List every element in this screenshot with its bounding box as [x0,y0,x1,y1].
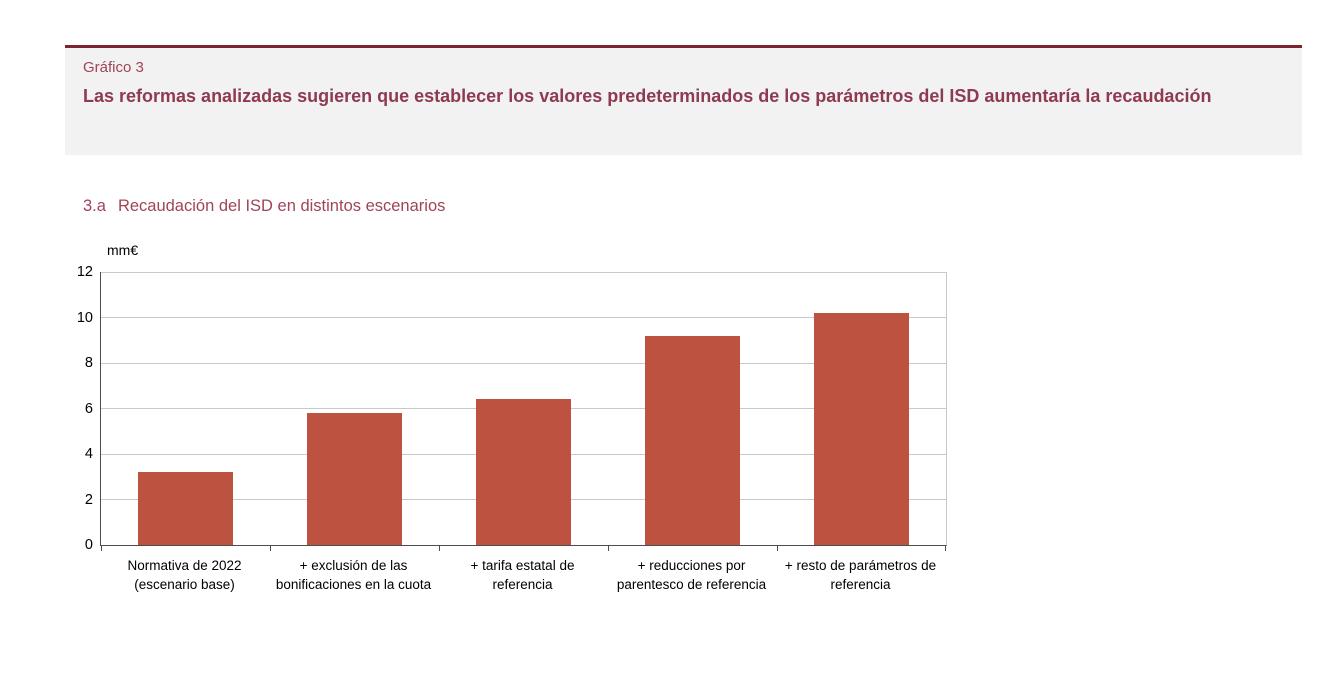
y-axis-tick-label: 4 [84,446,93,462]
gridline [101,362,946,364]
x-axis-tick [777,546,778,551]
x-axis-category-label: Normativa de 2022 (escenario base) [127,558,242,592]
y-axis-tick-label: 12 [76,264,93,280]
y-axis-tick-label: 2 [84,491,93,508]
x-axis-labels: Normativa de 2022 (escenario base) + excl… [100,557,945,594]
gridline [101,272,946,273]
plot-area [100,272,947,551]
panel-title: Recaudación del ISD en distintos escenar… [117,197,446,215]
x-axis-tick [608,546,609,551]
bar [307,413,402,545]
bar [138,472,233,545]
bar [814,312,909,545]
chart-title: Las reformas analizadas sugieren que est… [83,86,1212,106]
chart-header: Gráfico 3 Las reformas analizadas sugier… [65,45,1302,155]
x-axis-tick [945,546,946,551]
x-axis-category-label: + resto de parámetros de referencia [784,558,937,592]
chart-number: Gráfico 3 [83,59,144,76]
page: Gráfico 3 Las reformas analizadas sugier… [0,45,1335,676]
x-axis-category-label: + exclusión de las bonificaciones en la … [275,558,432,592]
y-axis-tick-label: 8 [84,355,93,371]
y-axis-tick-label: 0 [84,537,93,553]
bar [476,399,571,545]
x-axis-tick [270,546,271,551]
bar-chart: mm€ Normativa de 2022 (escenario base) + … [0,242,1335,632]
y-axis-tick-label: 6 [84,400,93,417]
y-axis-tick-label: 10 [76,309,93,326]
y-axis-unit: mm€ [107,242,139,258]
x-axis-tick [101,546,102,551]
panel-label: 3.a [83,197,106,215]
x-axis-tick [439,546,440,551]
x-axis-category-label: + reducciones por parentesco de referenc… [616,558,767,592]
gridline [101,317,946,318]
panel-subtitle: 3.a Recaudación del ISD en distintos esce… [83,197,1335,216]
x-axis-category-label: + tarifa estatal de referencia [470,558,575,592]
bar [645,335,740,545]
